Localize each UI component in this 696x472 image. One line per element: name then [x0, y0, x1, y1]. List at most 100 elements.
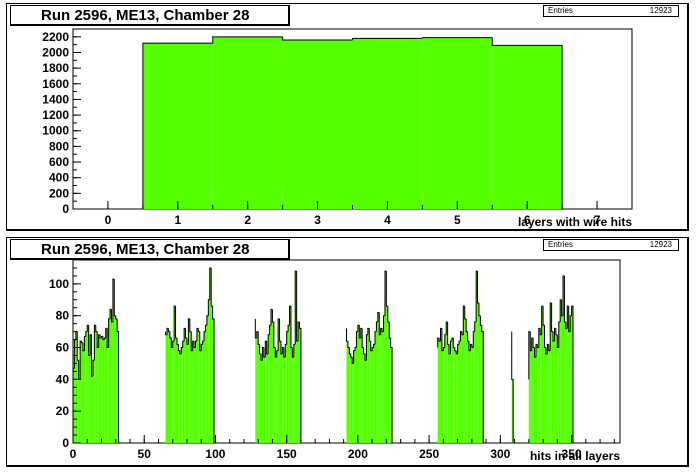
- histogram-bar: [100, 337, 102, 443]
- histogram-bar: [77, 360, 79, 443]
- histogram-bar: [282, 39, 353, 210]
- x-tick-label: 4: [384, 213, 391, 227]
- histogram-bar: [563, 275, 565, 443]
- histogram-bar: [276, 350, 279, 443]
- histogram-bar: [545, 353, 548, 443]
- histogram-bar: [478, 315, 481, 443]
- histogram-bar: [553, 341, 555, 443]
- histogram-bar: [167, 328, 169, 443]
- histogram-bar: [209, 267, 212, 443]
- histogram-bar: [459, 341, 461, 443]
- histogram-bar: [115, 318, 118, 443]
- histogram-bar: [286, 331, 289, 443]
- histogram-bar: [272, 322, 274, 443]
- histogram-bar: [477, 302, 479, 443]
- histogram-bar: [102, 339, 105, 443]
- histogram-bar: [82, 350, 85, 443]
- histogram-bar: [467, 341, 470, 443]
- histogram-bar: [108, 318, 111, 443]
- histogram-bar: [557, 347, 559, 443]
- histogram-bar: [292, 357, 294, 443]
- stats-box: Entries 12923: [543, 239, 679, 251]
- histogram-bar: [279, 341, 281, 443]
- histogram-outline: [72, 267, 574, 443]
- histogram-bar: [110, 309, 112, 443]
- histogram-bar: [289, 306, 291, 443]
- histogram-bar: [283, 357, 286, 443]
- histogram-bar: [567, 306, 569, 443]
- histogram-bar: [535, 344, 538, 443]
- histogram-bar: [211, 306, 213, 443]
- histogram-bar: [196, 328, 199, 443]
- histogram-bar: [534, 357, 536, 443]
- histogram-bar: [184, 328, 186, 443]
- histogram-bar: [105, 328, 108, 443]
- histogram-bar: [370, 350, 373, 443]
- histogram-bar: [456, 353, 458, 443]
- y-tick-label: 2200: [42, 30, 69, 44]
- histogram-bar: [464, 318, 467, 443]
- y-tick-label: 80: [56, 309, 70, 323]
- histogram-bar: [88, 355, 91, 443]
- histogram-bar: [299, 328, 301, 443]
- histogram-bar: [91, 376, 93, 443]
- histogram-bar: [441, 350, 444, 443]
- histogram-bar: [98, 334, 101, 443]
- histogram-bar: [296, 341, 299, 443]
- histogram-bar: [568, 331, 571, 443]
- histogram-bar: [443, 347, 445, 443]
- y-tick-label: 200: [49, 186, 69, 200]
- histogram-bar: [386, 306, 388, 443]
- histogram-bar: [95, 331, 98, 443]
- histogram-bar: [182, 341, 185, 443]
- histogram-bar: [359, 337, 361, 443]
- histogram-bar: [186, 344, 189, 443]
- x-tick-label: 0: [70, 447, 77, 461]
- histogram-bar: [268, 334, 270, 443]
- y-tick-label: 1200: [42, 108, 69, 122]
- histogram-bar: [111, 322, 113, 443]
- x-axis-title: hits in all layers: [530, 449, 620, 463]
- histogram-bar: [379, 334, 381, 443]
- histogram-bar: [387, 322, 390, 443]
- histogram-bar: [451, 337, 454, 443]
- histogram-bar: [175, 337, 177, 443]
- histogram-bar: [290, 347, 293, 443]
- histogram-bar: [511, 379, 514, 443]
- histogram-bar: [356, 331, 358, 443]
- histogram-bar: [347, 347, 350, 443]
- histogram-bar: [206, 315, 209, 443]
- y-tick-label: 1400: [42, 92, 69, 106]
- histogram-bar: [380, 328, 383, 443]
- histogram-bar: [547, 344, 549, 443]
- histogram-bar: [275, 357, 277, 443]
- x-axis-title: layers with wire hits: [518, 215, 632, 229]
- histogram-bar: [565, 328, 568, 443]
- histogram-bar: [352, 38, 423, 210]
- histogram-bar: [201, 344, 203, 443]
- histogram-bar: [202, 341, 205, 443]
- histogram-bar: [346, 341, 348, 443]
- histogram-bar: [357, 325, 360, 443]
- histogram-bar: [365, 360, 367, 443]
- histogram-bar: [90, 334, 92, 443]
- x-tick-label: 6: [524, 213, 531, 227]
- histogram-bar: [280, 353, 283, 443]
- x-tick-label: 50: [138, 447, 152, 461]
- x-tick-label: 7: [594, 213, 601, 227]
- stats-box: Entries 12923: [543, 5, 679, 17]
- histogram-bar: [377, 312, 380, 443]
- histogram-bar: [369, 341, 371, 443]
- histogram-bar: [174, 306, 176, 443]
- histogram-bar: [178, 350, 180, 443]
- stats-entries-label: Entries: [548, 240, 573, 249]
- stats-entries-value: 12923: [649, 240, 672, 249]
- histogram-bar: [353, 350, 356, 443]
- histogram-bar: [185, 337, 187, 443]
- histogram-bar: [466, 331, 468, 443]
- y-tick-label: 100: [49, 277, 69, 291]
- histogram-bar: [176, 344, 179, 443]
- y-tick-label: 40: [56, 372, 70, 386]
- histogram-bar: [114, 315, 116, 443]
